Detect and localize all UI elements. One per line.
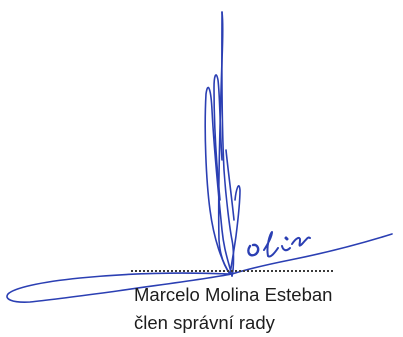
signer-role: člen správní rady (134, 312, 275, 333)
signer-name: Marcelo Molina Esteban (134, 284, 333, 305)
signature-dotted-line (131, 270, 333, 272)
